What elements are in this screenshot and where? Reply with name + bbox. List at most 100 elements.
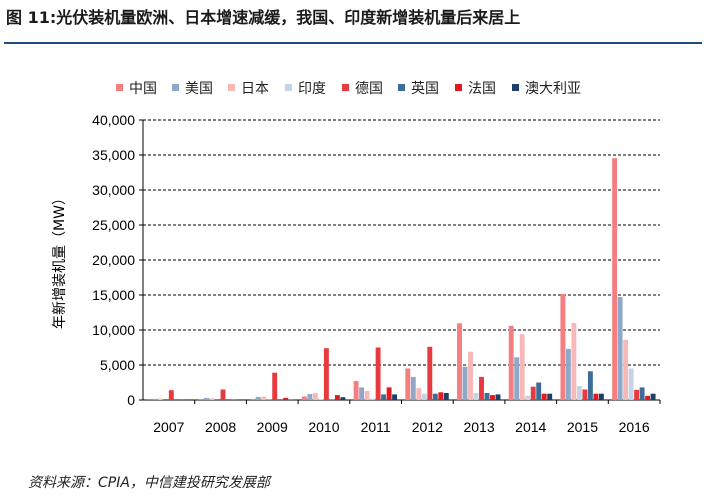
source-note: 资料来源：CPIA，中信建投研究发展部 [28, 475, 270, 491]
bar-2014-4 [530, 386, 536, 400]
bar-2012-3 [421, 393, 427, 400]
figure-title: 图 11:光伏装机量欧洲、日本增速减缓，我国、印度新增装机量后来居上 [6, 8, 521, 27]
bar-2009-4 [272, 372, 278, 400]
x-tick-label: 2015 [567, 419, 598, 435]
bar-2007-2 [157, 398, 163, 400]
legend-swatch [342, 84, 349, 91]
bar-2012-6 [438, 392, 444, 400]
legend-label: 日本 [241, 81, 269, 97]
x-tick-label: 2013 [463, 419, 494, 435]
y-tick-label: 40,000 [92, 112, 135, 128]
x-tick-label: 2007 [153, 419, 184, 435]
y-tick-label: 0 [127, 392, 135, 408]
legend-item: 澳大利亚 [512, 78, 581, 98]
bar-2010-6 [334, 395, 340, 400]
bar-2016-7 [650, 393, 656, 400]
bar-2015-1 [565, 348, 571, 400]
title-divider [4, 42, 702, 44]
bar-2010-7 [340, 397, 346, 400]
y-tick-labels: 0 5,000 10,000 15,000 20,000 25,000 30,000 35,0… [92, 112, 135, 408]
legend-swatch [398, 84, 405, 91]
bar-2011-7 [392, 394, 398, 400]
gridlines [143, 119, 660, 366]
bar-2015-6 [593, 393, 599, 400]
bar-2014-0 [508, 325, 514, 400]
legend-item: 法国 [455, 78, 496, 98]
legend-label: 法国 [468, 81, 496, 97]
bar-2010-0 [301, 396, 307, 400]
y-tick-label: 35,000 [92, 147, 135, 163]
bar-2013-3 [473, 393, 479, 400]
bar-2013-5 [484, 393, 490, 400]
bar-2013-2 [468, 351, 473, 400]
bar-2011-5 [381, 394, 387, 400]
axes [139, 119, 661, 404]
bar-2016-3 [628, 368, 634, 400]
bar-2010-4 [323, 348, 329, 400]
bar-2014-1 [514, 357, 520, 400]
x-tick-label: 2010 [308, 419, 339, 435]
bar-2016-1 [617, 297, 623, 400]
bar-2010-1 [307, 394, 313, 400]
bar-2011-3 [370, 398, 376, 400]
x-tick-label: 2012 [412, 419, 443, 435]
y-tick-label: 25,000 [92, 217, 135, 233]
bar-2015-3 [576, 386, 582, 400]
bar-2015-5 [587, 371, 593, 400]
bar-2012-7 [443, 393, 449, 400]
legend-label: 德国 [355, 81, 383, 97]
y-tick-label: 5,000 [100, 357, 135, 373]
bar-2015-7 [598, 393, 604, 400]
y-axis-label: 年新增装机量（MW） [52, 191, 68, 329]
bar-2013-1 [462, 366, 468, 400]
legend-item: 德国 [342, 78, 383, 98]
bar-2012-2 [416, 388, 422, 400]
legend-item: 中国 [116, 78, 157, 98]
bar-2007-4 [168, 390, 174, 400]
bar-2011-1 [359, 387, 365, 400]
bar-2015-2 [571, 323, 577, 400]
legend-label: 澳大利亚 [525, 81, 581, 97]
y-tick-label: 15,000 [92, 287, 135, 303]
y-tick-label: 10,000 [92, 322, 135, 338]
bar-2009-6 [283, 397, 289, 400]
bar-2016-6 [645, 395, 651, 400]
bar-2012-0 [405, 368, 411, 400]
x-tick-label: 2008 [205, 419, 236, 435]
bar-2014-7 [547, 393, 553, 400]
x-tick-label: 2016 [619, 419, 650, 435]
bar-2012-5 [432, 393, 438, 400]
legend-item: 英国 [398, 78, 439, 98]
bar-2013-0 [457, 323, 462, 400]
bar-2009-0 [250, 398, 256, 400]
bar-2007-1 [152, 398, 158, 400]
bar-2016-5 [639, 387, 645, 400]
legend-swatch [116, 84, 123, 91]
bar-2011-6 [386, 387, 392, 400]
bar-2016-0 [612, 158, 618, 400]
legend-item: 日本 [228, 78, 269, 98]
bar-2008-1 [204, 397, 209, 400]
legend-label: 英国 [411, 81, 439, 97]
bars [146, 158, 656, 400]
legend-swatch [228, 84, 235, 91]
bar-2012-4 [427, 346, 433, 400]
x-tick-labels: 2007 2008 2009 2010 2011 2012 2013 2014 2015 2016 [153, 419, 650, 435]
bar-2009-2 [261, 396, 267, 400]
legend-item: 美国 [172, 78, 213, 98]
bar-2014-3 [525, 395, 531, 400]
bar-2014-2 [519, 334, 525, 400]
bar-2013-7 [495, 394, 501, 400]
bar-2010-2 [312, 393, 318, 400]
bar-2011-2 [364, 390, 370, 400]
bar-2013-6 [490, 395, 495, 400]
bar-2012-1 [410, 376, 416, 400]
bar-2014-5 [536, 382, 542, 400]
legend-label: 中国 [129, 81, 157, 97]
bar-2011-0 [353, 381, 359, 400]
bar-2009-1 [255, 396, 261, 400]
bar-2016-2 [623, 339, 629, 400]
bar-2016-4 [634, 389, 640, 400]
legend-swatch [285, 84, 292, 91]
